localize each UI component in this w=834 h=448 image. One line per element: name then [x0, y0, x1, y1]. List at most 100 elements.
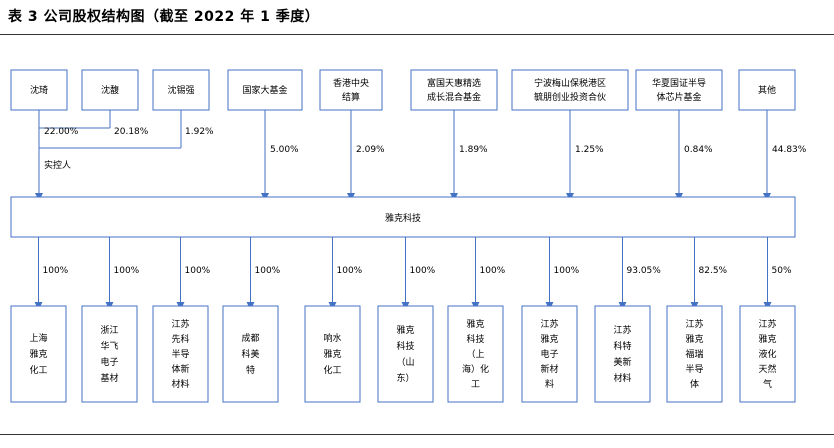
subsidiary-name-sub10: 雅克 — [685, 333, 703, 345]
shareholder-box-others — [738, 69, 796, 111]
pct-shenxq: 1.92% — [185, 127, 214, 137]
shareholder-name-shenxq: 沈锡强 — [167, 84, 194, 96]
shareholder-box-ningbo — [511, 69, 629, 111]
subsidiary-box-sub8 — [521, 305, 578, 403]
shareholder-name-others: 其他 — [758, 84, 776, 96]
subsidiary-name-sub10: 半导 — [685, 363, 703, 375]
pct-sub2: 100% — [114, 266, 140, 276]
subsidiary-box-sub6 — [377, 305, 434, 403]
pct-sub4: 100% — [255, 266, 281, 276]
subsidiary-name-sub1: 化工 — [29, 364, 47, 376]
subsidiary-name-sub1: 上海 — [29, 332, 47, 344]
subsidiary-name-sub8: 雅克 — [540, 333, 558, 345]
subsidiary-name-sub6: 东） — [396, 372, 414, 384]
pct-huaxia: 0.84% — [684, 145, 713, 155]
subsidiary-box-sub5 — [304, 305, 361, 403]
pct-fuguo: 1.89% — [459, 145, 488, 155]
shareholder-box-shensa — [81, 69, 139, 111]
shareholder-name-fuguo: 成长混合基金 — [427, 91, 481, 103]
shareholder-name-guojia: 国家大基金 — [242, 84, 287, 96]
subsidiary-name-sub2: 电子 — [100, 356, 118, 368]
subsidiary-name-sub3: 先科 — [171, 333, 189, 345]
pct-sub8: 100% — [554, 266, 580, 276]
shareholder-box-shenqi — [10, 69, 68, 111]
subsidiary-name-sub4: 成都 — [241, 332, 259, 344]
shareholder-box-guojia — [227, 69, 303, 111]
subsidiary-name-sub3: 材料 — [171, 378, 189, 390]
shareholder-name-shensa: 沈馥 — [101, 84, 119, 96]
pct-sub7: 100% — [480, 266, 506, 276]
subsidiary-name-sub9: 美新 — [613, 356, 631, 368]
subsidiary-name-sub5: 响水 — [323, 332, 341, 344]
subsidiary-name-sub5: 化工 — [323, 364, 341, 376]
subsidiary-name-sub3: 半导 — [171, 348, 189, 360]
shareholder-box-huaxia — [635, 69, 723, 111]
pct-hkscc: 2.09% — [356, 145, 385, 155]
shareholder-name-ningbo: 毓朋创业投资合伙 — [534, 91, 606, 103]
shareholder-name-huaxia: 华夏国证半导 — [652, 77, 706, 89]
subsidiary-name-sub4: 科美 — [241, 348, 259, 360]
pct-sub1: 100% — [43, 266, 69, 276]
pct-shenqi: 22.00% — [44, 127, 79, 137]
shareholder-box-fuguo — [410, 69, 498, 111]
pct-sub3: 100% — [185, 266, 211, 276]
subsidiary-name-sub11: 液化 — [758, 348, 776, 360]
subsidiary-name-sub2: 华飞 — [100, 340, 118, 352]
page-title: 表 3 公司股权结构图（截至 2022 年 1 季度） — [8, 9, 320, 25]
company-box — [10, 196, 796, 238]
shareholder-name-ningbo: 宁波梅山保税港区 — [534, 77, 606, 89]
shareholder-name-shenqi: 沈琦 — [30, 84, 48, 96]
subsidiary-name-sub7: （上 — [466, 349, 484, 360]
subsidiary-box-sub4 — [222, 305, 279, 403]
subsidiary-name-sub11: 江苏 — [758, 318, 776, 330]
shareholder-name-hkscc: 香港中央 — [333, 77, 369, 89]
subsidiary-name-sub6: （山 — [396, 357, 414, 368]
subsidiary-box-sub11 — [739, 305, 796, 403]
subsidiary-name-sub7: 科技 — [466, 333, 484, 345]
subsidiary-name-sub8: 江苏 — [540, 318, 558, 330]
subsidiary-box-sub10 — [666, 305, 723, 403]
subsidiary-name-sub6: 雅克 — [396, 324, 414, 336]
subsidiary-name-sub3: 江苏 — [171, 318, 189, 330]
subsidiary-name-sub10: 福瑞 — [685, 348, 703, 360]
pct-others: 44.83% — [772, 145, 807, 155]
pct-guojia: 5.00% — [270, 145, 299, 155]
shareholder-box-shenxq — [152, 69, 210, 111]
subsidiary-name-sub1: 雅克 — [29, 348, 47, 360]
shareholder-name-hkscc: 结算 — [342, 91, 360, 103]
shareholder-name-huaxia: 体芯片基金 — [656, 91, 701, 103]
controller-label: 实控人 — [44, 159, 71, 171]
pct-sub11: 50% — [772, 266, 792, 276]
subsidiary-name-sub6: 科技 — [396, 340, 414, 352]
subsidiary-box-sub9 — [594, 305, 651, 403]
shareholder-box-hkscc — [319, 69, 383, 111]
subsidiary-name-sub2: 浙江 — [100, 324, 118, 336]
subsidiary-name-sub7: 工 — [471, 380, 480, 390]
pct-shensa: 20.18% — [114, 127, 149, 137]
company-name: 雅克科技 — [385, 212, 421, 224]
subsidiary-name-sub8: 电子 — [540, 348, 558, 360]
subsidiary-box-sub3 — [152, 305, 209, 403]
bottom-rule — [0, 434, 834, 435]
subsidiary-name-sub4: 特 — [246, 364, 255, 376]
subsidiary-name-sub2: 基材 — [100, 372, 118, 384]
subsidiary-name-sub10: 江苏 — [685, 318, 703, 330]
subsidiary-box-sub7 — [447, 305, 504, 403]
subsidiary-name-sub8: 新材 — [540, 363, 558, 375]
subsidiary-name-sub11: 雅克 — [758, 333, 776, 345]
subsidiary-name-sub9: 科特 — [613, 340, 631, 352]
pct-sub10: 82.5% — [699, 266, 728, 276]
subsidiary-name-sub9: 材料 — [613, 372, 631, 384]
pct-sub6: 100% — [410, 266, 436, 276]
subsidiary-name-sub9: 江苏 — [613, 324, 631, 336]
subsidiary-box-sub1 — [10, 305, 67, 403]
pct-sub9: 93.05% — [627, 266, 662, 276]
subsidiary-name-sub8: 料 — [545, 378, 554, 390]
subsidiary-name-sub11: 气 — [763, 378, 772, 390]
subsidiary-name-sub5: 雅克 — [323, 348, 341, 360]
top-rule — [0, 34, 834, 35]
pct-sub5: 100% — [337, 266, 363, 276]
shareholder-name-fuguo: 富国天惠精选 — [427, 77, 481, 89]
subsidiary-name-sub3: 体新 — [171, 363, 189, 375]
